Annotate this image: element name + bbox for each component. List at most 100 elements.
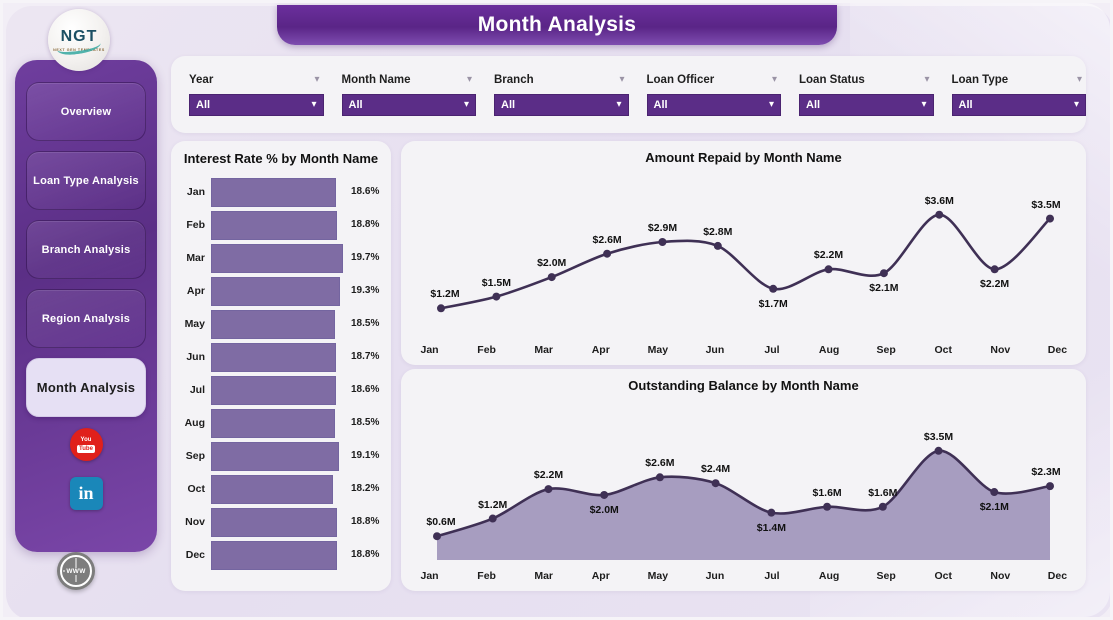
bar-fill[interactable] xyxy=(211,211,338,240)
filter-month-name-dropdown[interactable]: All ▾ xyxy=(341,93,476,116)
sidebar-item-loan-type-analysis[interactable]: Loan Type Analysis xyxy=(26,151,146,210)
bar-value-label: 18.8% xyxy=(351,549,380,560)
bar-fill[interactable] xyxy=(211,178,336,207)
bar-row[interactable]: Aug 18.5% xyxy=(171,409,391,438)
outstanding-balance-card: Outstanding Balance by Month Name $0.6M $… xyxy=(401,369,1086,591)
bar-row[interactable]: Apr 19.3% xyxy=(171,277,391,306)
data-point[interactable] xyxy=(547,273,556,282)
axis-tick-label: Dec xyxy=(1047,570,1068,582)
sidebar-item-overview[interactable]: Overview xyxy=(26,82,146,141)
sidebar-item-branch-analysis[interactable]: Branch Analysis xyxy=(26,220,146,279)
filter-loan-status-dropdown[interactable]: All ▾ xyxy=(799,93,934,116)
data-point[interactable] xyxy=(603,249,612,258)
chevron-down-icon[interactable]: ▾ xyxy=(924,73,930,85)
filter-loan-status-value: All xyxy=(806,98,821,111)
bar-track xyxy=(211,541,347,570)
bar-row[interactable]: Jul 18.6% xyxy=(171,376,391,405)
data-point[interactable] xyxy=(990,488,999,497)
data-point[interactable] xyxy=(935,210,944,219)
data-point[interactable] xyxy=(658,238,667,246)
linkedin-icon[interactable]: in xyxy=(69,477,103,510)
data-point[interactable] xyxy=(544,485,553,494)
data-point[interactable] xyxy=(488,514,497,523)
axis-tick-label: Apr xyxy=(591,344,610,356)
axis-tick-label: Jan xyxy=(420,570,439,582)
filter-loan-officer-value: All xyxy=(653,98,668,111)
data-point[interactable] xyxy=(600,490,609,499)
bar-fill[interactable] xyxy=(211,508,338,537)
data-point[interactable] xyxy=(934,446,943,455)
data-point[interactable] xyxy=(990,265,999,274)
bar-track xyxy=(211,310,347,339)
bar-row[interactable]: Mar 19.7% xyxy=(171,244,391,273)
filter-loan-type-dropdown[interactable]: All ▾ xyxy=(951,93,1086,116)
bar-row[interactable]: May 18.5% xyxy=(171,310,391,339)
bar-fill[interactable] xyxy=(211,541,338,570)
data-point[interactable] xyxy=(879,269,888,278)
bar-fill[interactable] xyxy=(211,343,337,372)
bar-row[interactable]: Sep 19.1% xyxy=(171,442,391,471)
chevron-down-icon[interactable]: ▾ xyxy=(466,73,472,85)
bar-fill[interactable] xyxy=(211,244,344,273)
filter-branch-dropdown[interactable]: All ▾ xyxy=(494,93,629,116)
bar-value-label: 18.7% xyxy=(351,351,380,362)
data-label: $2.6M xyxy=(592,233,622,246)
data-label: $2.4M xyxy=(701,463,731,476)
chevron-down-icon[interactable]: ▾ xyxy=(314,73,320,85)
axis-tick-label: Oct xyxy=(934,570,952,582)
globe-icon: WWW xyxy=(60,555,92,587)
bar-row[interactable]: Oct 18.2% xyxy=(171,475,391,504)
youtube-icon[interactable]: You Tube xyxy=(69,428,103,461)
bar-track xyxy=(211,475,347,504)
bar-row[interactable]: Feb 18.8% xyxy=(171,211,391,240)
chevron-down-icon[interactable]: ▾ xyxy=(771,73,777,85)
filter-year-dropdown[interactable]: All ▾ xyxy=(189,93,324,116)
bar-value-label: 18.8% xyxy=(351,516,380,527)
sidebar-item-month-analysis[interactable]: Month Analysis xyxy=(26,358,146,417)
data-point[interactable] xyxy=(437,304,445,313)
bar-track xyxy=(211,244,347,273)
axis-tick-label: Mar xyxy=(534,570,554,582)
bar-row[interactable]: Dec 18.8% xyxy=(171,541,391,570)
data-point[interactable] xyxy=(767,508,776,517)
data-point[interactable] xyxy=(824,265,833,274)
bar-fill[interactable] xyxy=(211,277,341,306)
data-point[interactable] xyxy=(1046,214,1054,223)
logo-wordmark: NGT xyxy=(60,27,98,45)
data-point[interactable] xyxy=(769,284,778,293)
bar-row[interactable]: Nov 18.8% xyxy=(171,508,391,537)
youtube-icon-bottom: Tube xyxy=(77,444,95,453)
bar-row[interactable]: Jan 18.6% xyxy=(171,178,391,207)
bar-fill[interactable] xyxy=(211,475,334,504)
data-point[interactable] xyxy=(1046,482,1054,491)
chevron-down-icon[interactable]: ▾ xyxy=(1076,73,1082,85)
data-point[interactable] xyxy=(823,502,832,511)
bar-value-label: 19.7% xyxy=(351,252,380,263)
bar-fill[interactable] xyxy=(211,310,336,339)
data-point[interactable] xyxy=(492,292,501,301)
data-point[interactable] xyxy=(713,241,722,250)
filter-loan-officer-dropdown[interactable]: All ▾ xyxy=(646,93,781,116)
amount-repaid-title: Amount Repaid by Month Name xyxy=(645,150,842,165)
filter-loan-type-header: Loan Type ▾ xyxy=(952,74,1087,86)
area-fill xyxy=(437,450,1050,560)
chevron-down-icon[interactable]: ▾ xyxy=(619,73,625,85)
bar-value-label: 18.8% xyxy=(351,219,380,230)
page-title: Month Analysis xyxy=(477,13,637,36)
filter-loan-status-header: Loan Status ▾ xyxy=(799,74,934,86)
data-point[interactable] xyxy=(711,479,720,488)
axis-tick-label: Feb xyxy=(477,344,496,356)
website-icon[interactable]: WWW xyxy=(57,552,95,590)
filter-year-header: Year ▾ xyxy=(189,74,324,86)
data-point[interactable] xyxy=(433,532,441,541)
data-point[interactable] xyxy=(878,502,887,511)
data-point[interactable] xyxy=(655,473,664,482)
bar-fill[interactable] xyxy=(211,376,336,405)
filter-loan-type-label: Loan Type xyxy=(951,73,1009,86)
bar-fill[interactable] xyxy=(211,409,336,438)
bar-row[interactable]: Jun 18.7% xyxy=(171,343,391,372)
sidebar-item-region-analysis[interactable]: Region Analysis xyxy=(26,289,146,348)
bar-fill[interactable] xyxy=(211,442,340,471)
axis-tick-label: Nov xyxy=(990,570,1011,582)
